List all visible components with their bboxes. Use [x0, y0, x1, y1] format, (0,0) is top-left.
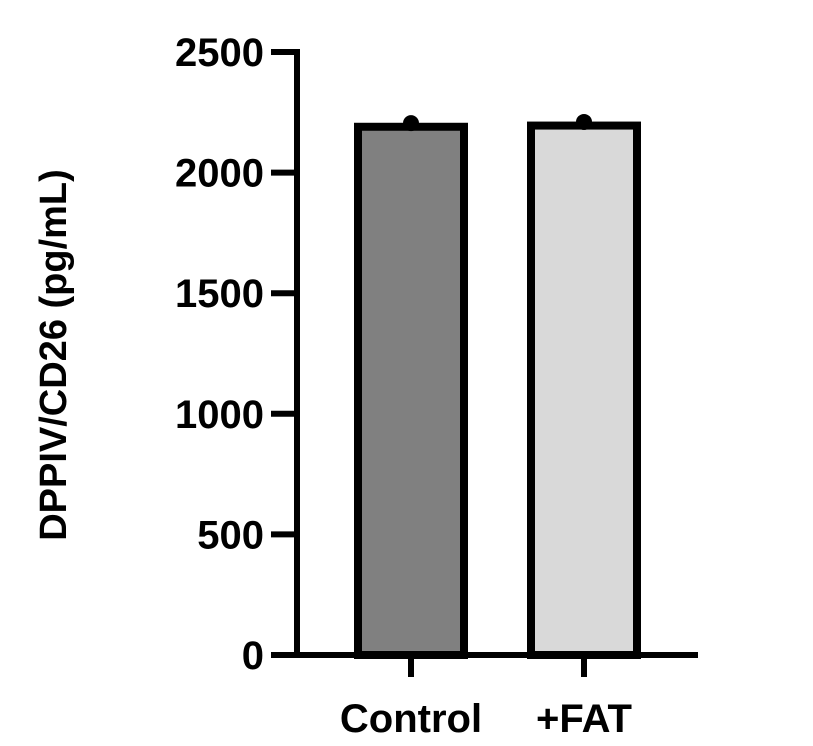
y-tick-label: 0: [242, 634, 264, 678]
y-axis-ticks: 0 500 1000 1500 2000 2500: [175, 31, 297, 678]
x-axis-ticks: Control +FAT: [340, 655, 632, 741]
bar-control: [354, 122, 468, 660]
bar-fat: [527, 121, 641, 660]
y-tick-label: 2000: [175, 152, 264, 196]
y-tick-label: 1000: [175, 393, 264, 437]
x-tick-label: Control: [340, 697, 482, 741]
y-axis-title: DPPIV/CD26 (pg/mL): [33, 169, 75, 541]
x-tick-label: +FAT: [536, 697, 632, 741]
bars: [354, 121, 641, 660]
y-tick-label: 1500: [175, 272, 264, 316]
y-tick-label: 2500: [175, 31, 264, 75]
y-tick-label: 500: [197, 513, 264, 557]
data-points: [403, 113, 592, 132]
data-point: [576, 113, 592, 130]
data-point: [403, 115, 419, 132]
